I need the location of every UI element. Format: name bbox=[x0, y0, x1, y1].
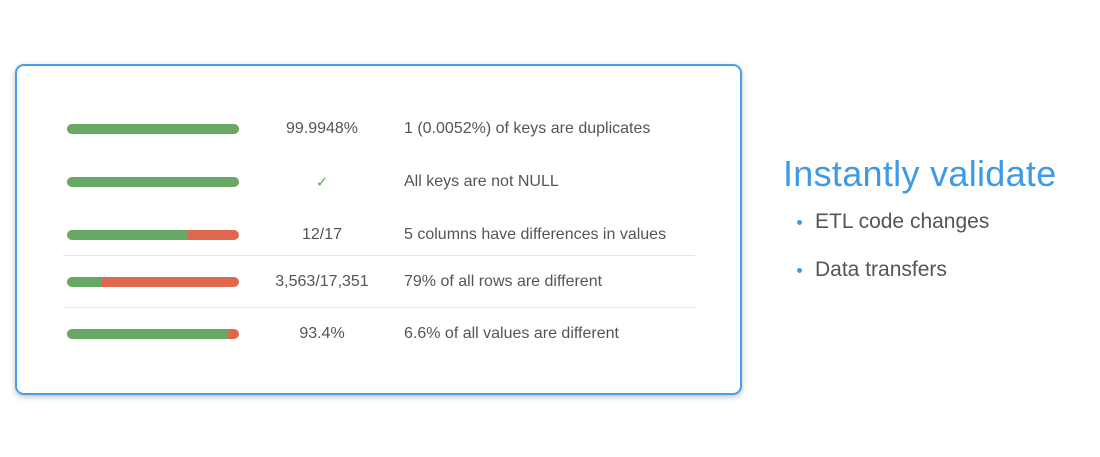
result-value: 99.9948% bbox=[285, 120, 359, 137]
result-row-not-null: ✓ All keys are not NULL bbox=[63, 156, 695, 208]
progress-bar-fill bbox=[67, 177, 239, 187]
progress-bar bbox=[67, 277, 239, 287]
feature-label: Data transfers bbox=[815, 258, 947, 281]
result-row-values: 93.4% 6.6% of all values are different bbox=[63, 307, 695, 360]
validation-results-card: 99.9948% 1 (0.0052%) of keys are duplica… bbox=[15, 64, 742, 395]
result-description: 6.6% of all values are different bbox=[404, 325, 619, 342]
progress-bar bbox=[67, 177, 239, 187]
result-description: 79% of all rows are different bbox=[404, 273, 603, 290]
feature-list-item: Data transfers bbox=[797, 253, 989, 301]
result-description: All keys are not NULL bbox=[404, 173, 559, 190]
result-row-duplicates: 99.9948% 1 (0.0052%) of keys are duplica… bbox=[63, 103, 695, 155]
feature-label: ETL code changes bbox=[815, 210, 990, 233]
feature-list-item: ETL code changes bbox=[797, 205, 989, 253]
bullet-dot-icon bbox=[797, 220, 802, 225]
result-value: 93.4% bbox=[299, 325, 345, 342]
checkmark-icon: ✓ bbox=[315, 174, 329, 191]
result-value: ✓ bbox=[245, 156, 399, 208]
result-description: 5 columns have differences in values bbox=[404, 226, 667, 243]
progress-bar-fill bbox=[67, 329, 228, 339]
result-row-columns: 12/17 5 columns have differences in valu… bbox=[63, 209, 695, 261]
feature-list: ETL code changes Data transfers bbox=[797, 205, 989, 301]
result-row-rows: 3,563/17,351 79% of all rows are differe… bbox=[63, 255, 695, 308]
result-description: 1 (0.0052%) of keys are duplicates bbox=[404, 120, 651, 137]
result-value: 12/17 bbox=[301, 226, 343, 243]
progress-bar-fill bbox=[67, 277, 103, 287]
progress-bar-fill bbox=[67, 230, 189, 240]
section-title: Instantly validate bbox=[783, 153, 1057, 194]
progress-bar bbox=[67, 230, 239, 240]
bullet-dot-icon bbox=[797, 268, 802, 273]
progress-bar bbox=[67, 329, 239, 339]
result-value: 3,563/17,351 bbox=[275, 273, 369, 290]
progress-bar bbox=[67, 124, 239, 134]
progress-bar-fill bbox=[67, 124, 239, 134]
